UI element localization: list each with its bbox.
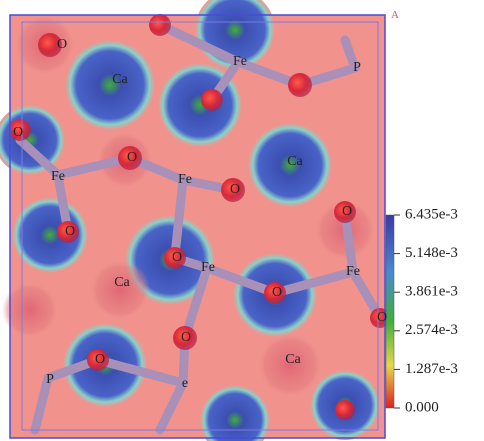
atom-label: O: [172, 250, 182, 265]
atom-label: Fe: [233, 54, 247, 69]
colorbar-tick-label: 5.148e-3: [405, 245, 458, 261]
colorbar-tick-label: 0.000: [405, 399, 439, 415]
colorbar: [386, 215, 394, 408]
atom-label: O: [342, 204, 352, 219]
page: {"corner_label": "A", "atom_labels": ["O…: [0, 0, 484, 441]
atom-label: Ca: [114, 275, 130, 290]
atom-label: O: [181, 330, 191, 345]
atom-label: O: [57, 37, 67, 52]
atom-label: Ca: [285, 352, 301, 367]
atom-label: Ca: [112, 72, 128, 87]
atom-label: O: [65, 224, 75, 239]
atom-label: O: [272, 285, 282, 300]
colorbar-tick-label: 2.574e-3: [405, 322, 458, 338]
density-map: A O Fe P Ca O Fe O Fe O Ca O O O Fe Fe Ca O O Ca O O Pe 6.435e…: [0, 0, 484, 441]
colorbar-tick-label: 1.287e-3: [405, 361, 458, 377]
colorbar-tick-label: 6.435e-3: [405, 206, 458, 222]
atom-label: Fe: [51, 169, 65, 184]
atom-label: Fe: [346, 264, 360, 279]
axis-label: A: [391, 9, 399, 21]
atom-label: P: [46, 372, 54, 387]
atom-label: O: [230, 182, 240, 197]
atom-label: O: [127, 150, 137, 165]
colorbar-tick-label: 3.861e-3: [405, 284, 458, 300]
atom-label: Fe: [178, 172, 192, 187]
atom-label: Fe: [201, 260, 215, 275]
atom-label: O: [13, 125, 23, 140]
atom-label: O: [95, 352, 105, 367]
atom-label: e: [182, 376, 188, 391]
atom-label: Ca: [287, 154, 303, 169]
atom-label: O: [377, 310, 387, 325]
atom-label: P: [353, 60, 361, 75]
